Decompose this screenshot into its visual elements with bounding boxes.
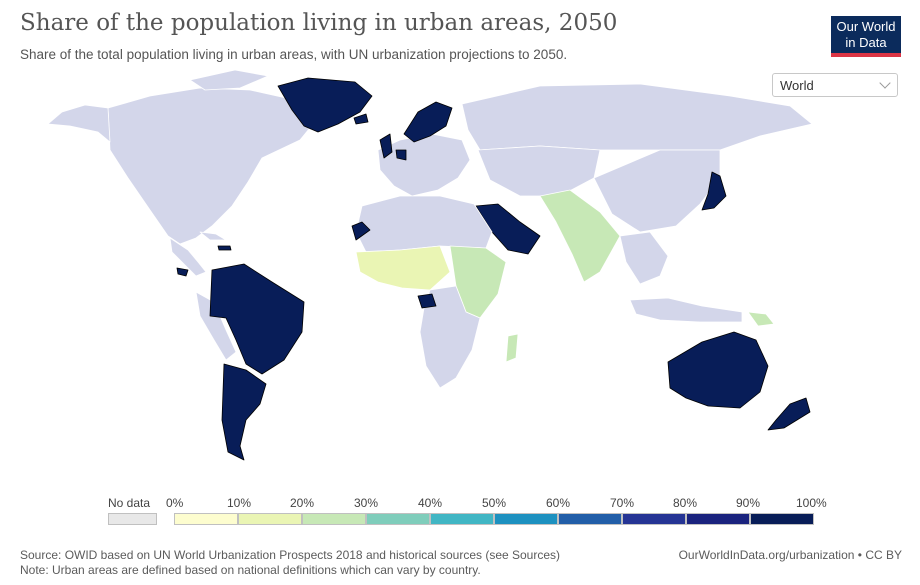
country-saudi-arabia-region[interactable] (475, 203, 541, 255)
legend-label-40: 40% (418, 496, 443, 510)
owid-logo[interactable]: Our World in Data (831, 16, 901, 57)
region-central-america[interactable] (169, 237, 207, 277)
country-morocco[interactable] (351, 221, 371, 241)
country-uk[interactable] (379, 133, 393, 159)
legend-no-data-swatch[interactable] (108, 513, 157, 525)
country-gabon[interactable] (417, 293, 437, 309)
country-new-zealand[interactable] (767, 397, 811, 431)
legend-label-30: 30% (354, 496, 379, 510)
owid-link[interactable]: OurWorldInData.org/urbanization • CC BY (678, 548, 902, 562)
legend-label-0: 0% (166, 496, 184, 510)
region-africa-west[interactable] (355, 245, 451, 291)
country-benelux[interactable] (395, 149, 407, 161)
legend-label-10: 10% (227, 496, 252, 510)
logo-line-1: Our World (836, 19, 896, 34)
region-africa-central[interactable] (419, 285, 481, 389)
region-east-asia[interactable] (593, 149, 721, 233)
legend-swatch-0[interactable] (174, 513, 238, 525)
legend-swatch-50[interactable] (494, 513, 558, 525)
legend-swatch-80[interactable] (686, 513, 750, 525)
country-puerto-rico[interactable] (217, 245, 232, 251)
legend-label-100: 100% (796, 496, 827, 510)
country-japan[interactable] (701, 171, 727, 211)
region-southeast-asia[interactable] (619, 231, 669, 285)
logo-line-2: in Data (845, 35, 887, 50)
legend-swatch-30[interactable] (366, 513, 430, 525)
legend-label-70: 70% (610, 496, 635, 510)
region-africa-north[interactable] (355, 195, 493, 253)
region-north-america[interactable] (107, 87, 319, 245)
legend-swatch-90[interactable] (750, 513, 814, 525)
legend-label-80: 80% (673, 496, 698, 510)
region-arctic-islands[interactable] (189, 69, 269, 91)
region-select[interactable]: World (772, 73, 898, 97)
region-europe[interactable] (377, 133, 471, 197)
country-madagascar[interactable] (505, 333, 519, 363)
legend-swatch-40[interactable] (430, 513, 494, 525)
world-map (47, 69, 813, 461)
legend-label-90: 90% (736, 496, 761, 510)
country-brazil-region[interactable] (209, 263, 305, 375)
urban-definition-note: Note: Urban areas are defined based on n… (20, 563, 481, 577)
region-central-asia[interactable] (477, 145, 601, 197)
region-indonesia[interactable] (629, 297, 743, 323)
country-scandinavia[interactable] (403, 101, 453, 143)
country-panama[interactable] (176, 267, 189, 277)
country-iceland[interactable] (353, 113, 369, 125)
region-south-asia[interactable] (539, 189, 621, 283)
chart-subtitle: Share of the total population living in … (20, 47, 568, 62)
country-australia[interactable] (667, 331, 769, 409)
legend-no-data-label: No data (108, 496, 151, 510)
region-alaska[interactable] (47, 104, 111, 143)
region-cuba[interactable] (199, 231, 227, 241)
legend-swatch-10[interactable] (238, 513, 302, 525)
country-argentina-chile[interactable] (221, 363, 267, 461)
country-greenland[interactable] (277, 77, 373, 133)
legend-swatch-20[interactable] (302, 513, 366, 525)
legend-label-60: 60% (546, 496, 571, 510)
legend-label-20: 20% (290, 496, 315, 510)
chart-title: Share of the population living in urban … (20, 10, 618, 36)
source-note: Source: OWID based on UN World Urbanizat… (20, 548, 561, 562)
legend-label-50: 50% (482, 496, 507, 510)
country-png[interactable] (747, 311, 775, 327)
legend-swatch-60[interactable] (558, 513, 622, 525)
region-russia[interactable] (461, 83, 813, 151)
legend-swatch-70[interactable] (622, 513, 686, 525)
region-select-value: World (780, 78, 814, 93)
